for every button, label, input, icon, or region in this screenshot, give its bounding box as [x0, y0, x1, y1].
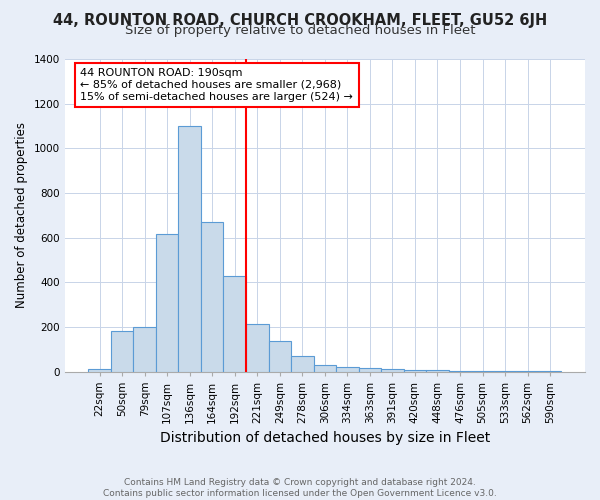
Bar — [539, 370, 562, 372]
Bar — [223, 276, 246, 372]
Text: 44, ROUNTON ROAD, CHURCH CROOKHAM, FLEET, GU52 6JH: 44, ROUNTON ROAD, CHURCH CROOKHAM, FLEET… — [53, 12, 547, 28]
Bar — [269, 342, 291, 372]
Bar — [111, 332, 133, 372]
Bar — [201, 222, 223, 372]
Bar — [156, 234, 178, 372]
Text: Size of property relative to detached houses in Fleet: Size of property relative to detached ho… — [125, 24, 475, 37]
Bar — [133, 327, 156, 372]
X-axis label: Distribution of detached houses by size in Fleet: Distribution of detached houses by size … — [160, 431, 490, 445]
Bar — [336, 366, 359, 372]
Bar — [381, 370, 404, 372]
Bar — [246, 324, 269, 372]
Bar — [426, 370, 449, 372]
Bar — [178, 126, 201, 372]
Text: 44 ROUNTON ROAD: 190sqm
← 85% of detached houses are smaller (2,968)
15% of semi: 44 ROUNTON ROAD: 190sqm ← 85% of detache… — [80, 68, 353, 102]
Bar — [291, 356, 314, 372]
Bar — [404, 370, 426, 372]
Bar — [359, 368, 381, 372]
Bar — [88, 370, 111, 372]
Text: Contains HM Land Registry data © Crown copyright and database right 2024.
Contai: Contains HM Land Registry data © Crown c… — [103, 478, 497, 498]
Y-axis label: Number of detached properties: Number of detached properties — [15, 122, 28, 308]
Bar — [314, 366, 336, 372]
